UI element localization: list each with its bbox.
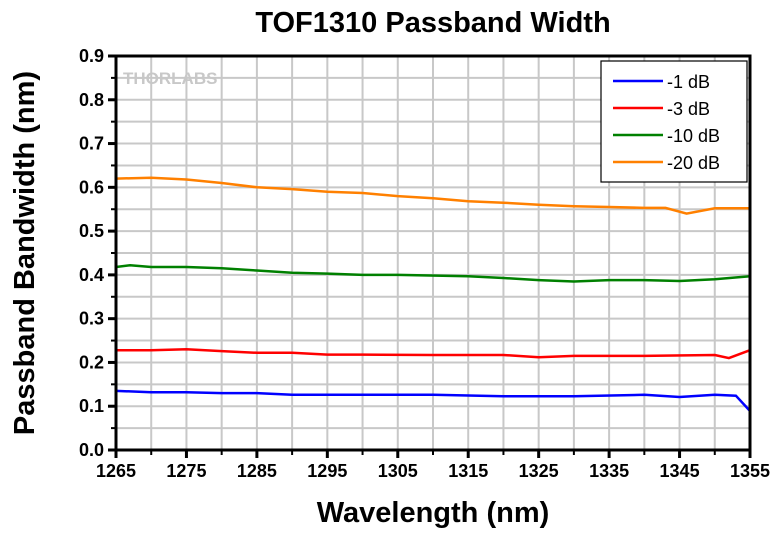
legend-label: -3 dB: [667, 99, 710, 119]
y-tick-label: 0.7: [79, 134, 104, 154]
y-tick-label: 0.9: [79, 46, 104, 66]
x-tick-label: 1295: [307, 461, 347, 481]
y-tick-label: 0.8: [79, 90, 104, 110]
y-axis-label: Passband Bandwidth (nm): [9, 71, 41, 435]
y-tick-label: 0.4: [79, 265, 104, 285]
x-tick-label: 1275: [166, 461, 206, 481]
y-tick-label: 0.5: [79, 221, 104, 241]
legend-label: -20 dB: [667, 153, 720, 173]
y-tick-label: 0.0: [79, 440, 104, 460]
y-tick-label: 0.3: [79, 309, 104, 329]
y-tick-label: 0.2: [79, 352, 104, 372]
x-tick-label: 1325: [519, 461, 559, 481]
y-tick-label: 0.1: [79, 396, 104, 416]
watermark-logo: THORLABS: [123, 69, 217, 88]
x-tick-label: 1285: [237, 461, 277, 481]
series-line-10dBdb: [115, 264, 751, 283]
ticks: 1265 1275 1285 1295 1305 1315 1325 1335 1345 1355…: [79, 46, 770, 481]
x-tick-label: 1335: [589, 461, 629, 481]
x-tick-label: 1305: [378, 461, 418, 481]
x-axis-label: Wavelength (nm): [317, 497, 550, 529]
legend-label: -10 dB: [667, 126, 720, 146]
series-lines: [115, 176, 751, 412]
series-line-1dBdb: [115, 389, 751, 412]
legend: -1 dB -3 dB -10 dB -20 dB: [600, 60, 748, 183]
y-tick-label: 0.6: [79, 177, 104, 197]
chart-title: TOF1310 Passband Width: [255, 7, 610, 39]
x-tick-label: 1355: [730, 461, 770, 481]
x-tick-label: 1345: [660, 461, 700, 481]
x-tick-label: 1315: [448, 461, 488, 481]
legend-label: -1 dB: [667, 72, 710, 92]
series-line-3dBdb: [116, 348, 751, 360]
x-tick-label: 1265: [96, 461, 136, 481]
series-line-20dBdb: [115, 176, 750, 215]
